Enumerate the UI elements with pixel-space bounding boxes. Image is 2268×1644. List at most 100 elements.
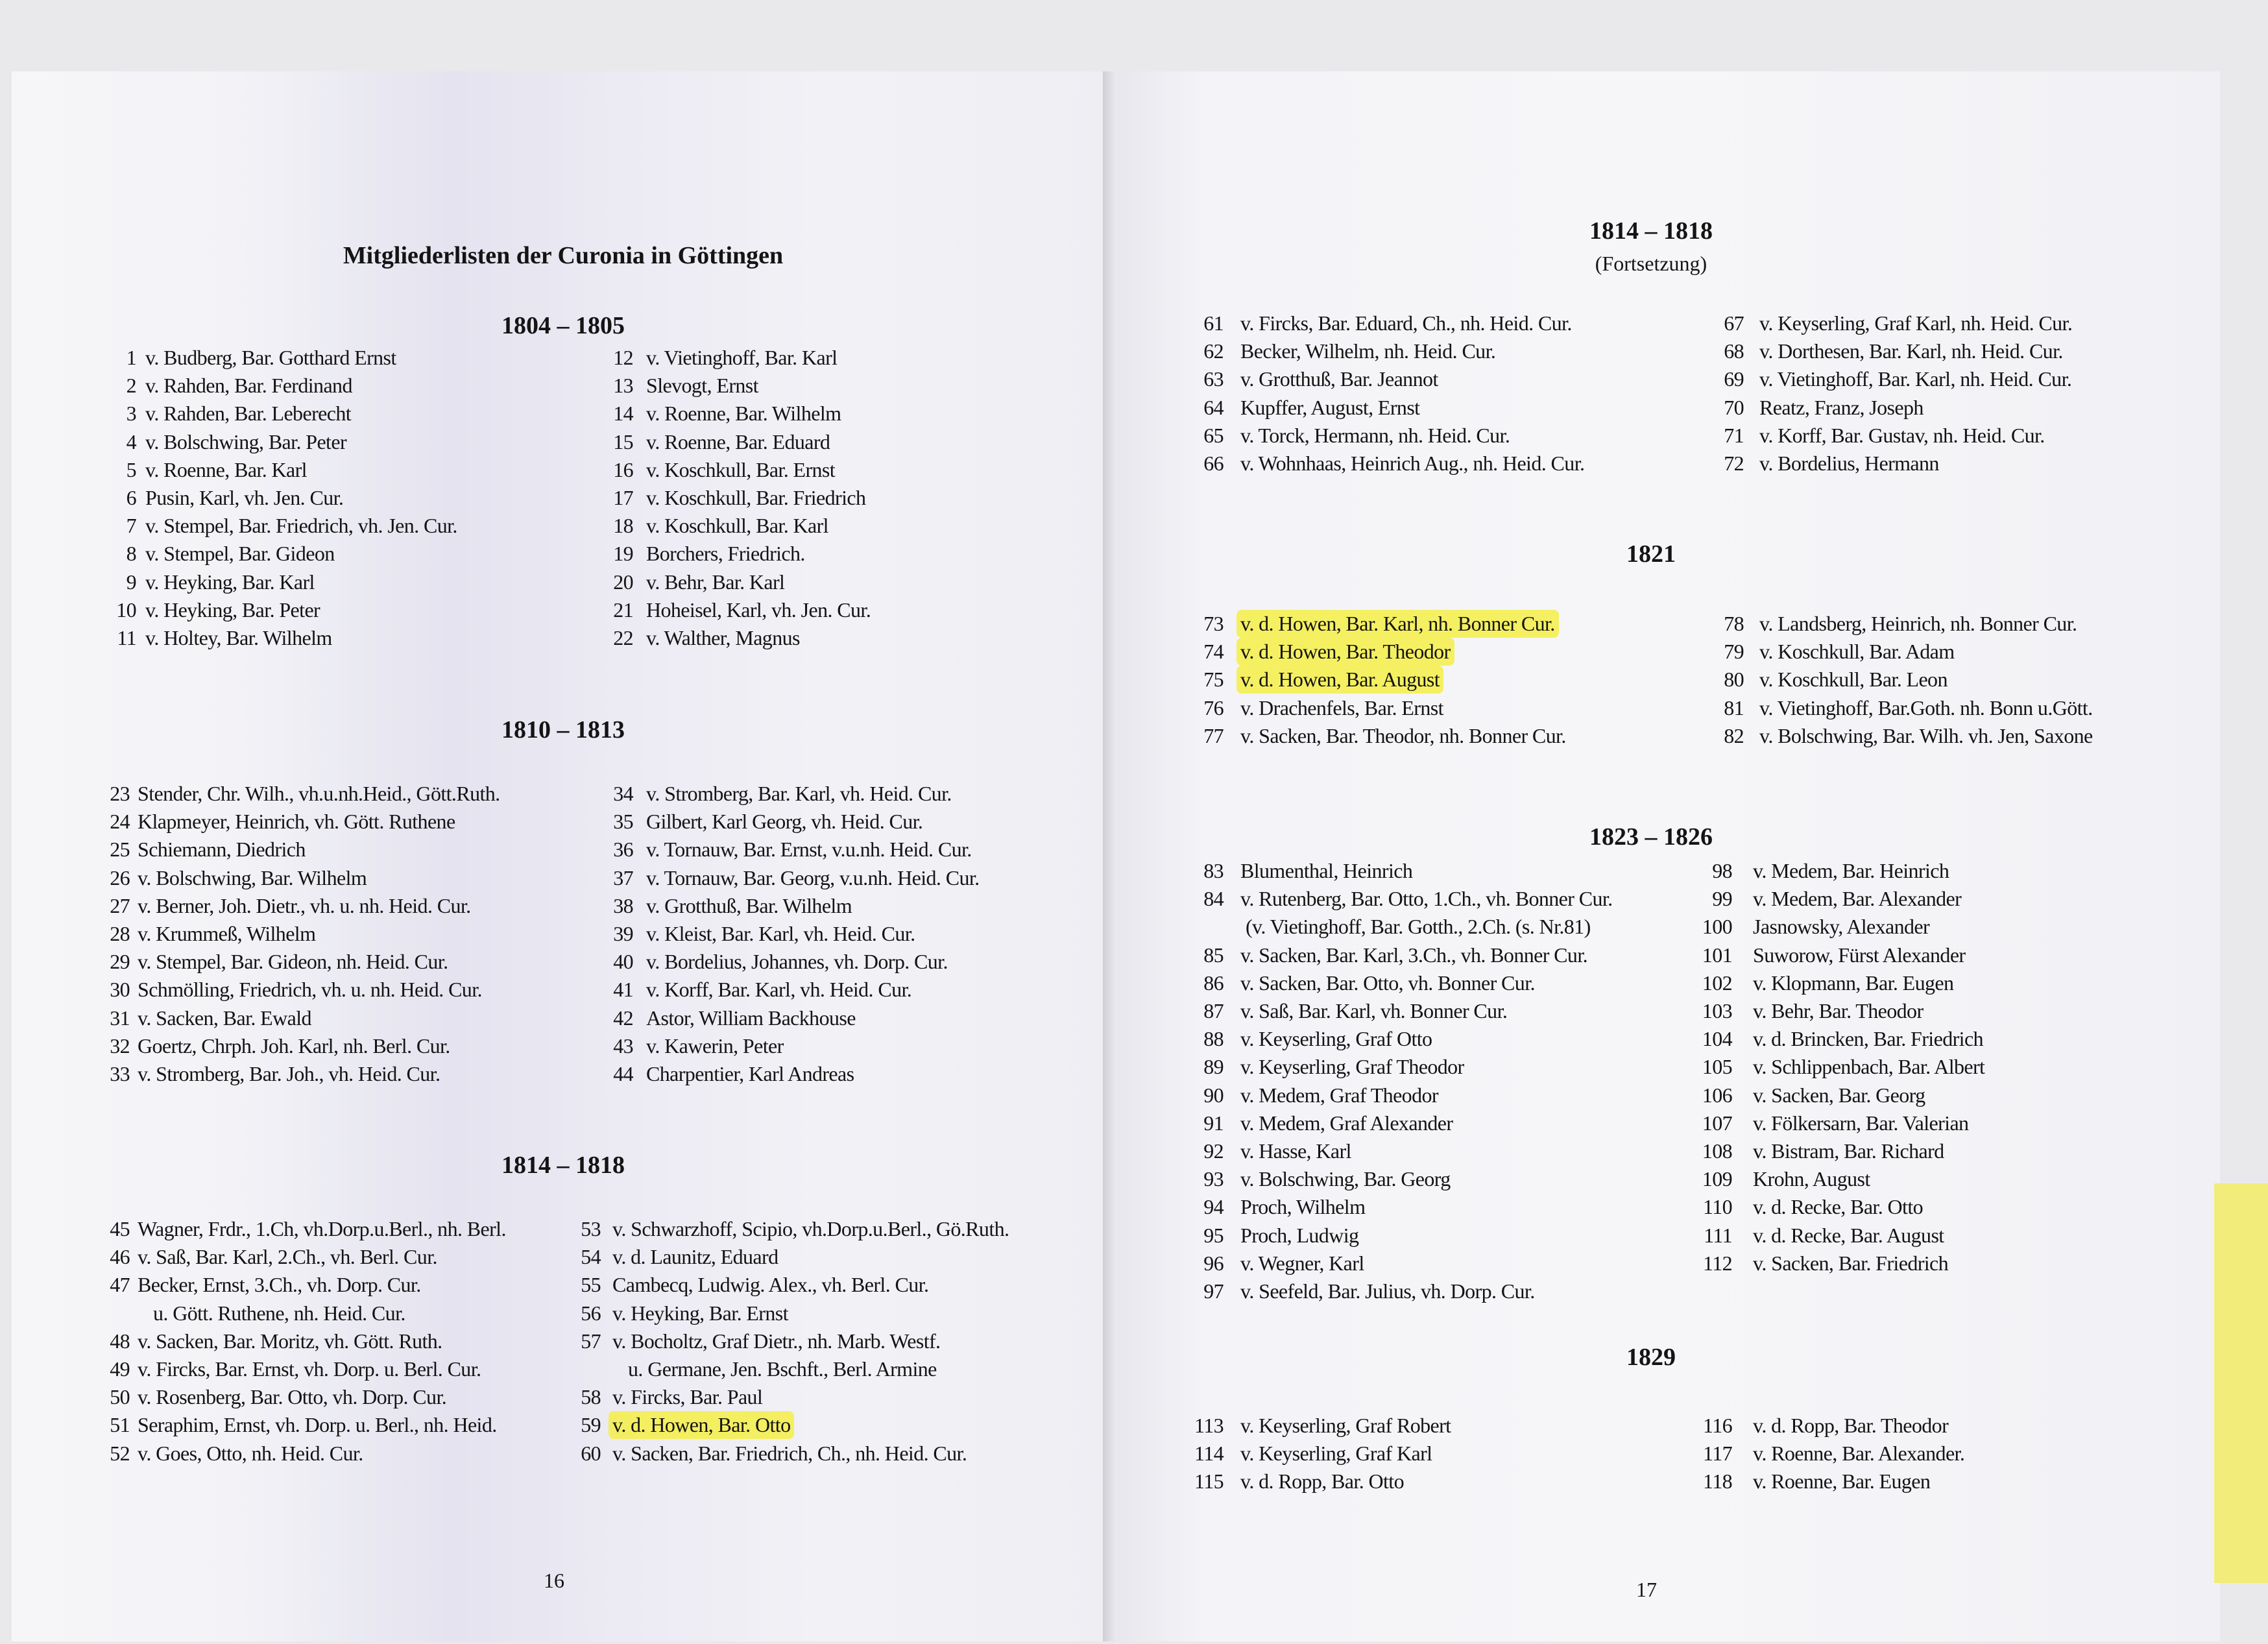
member-number: 21 — [613, 598, 633, 622]
member-name: Jasnowsky, Alexander — [1753, 915, 1930, 939]
member-name: Stender, Chr. Wilh., vh.u.nh.Heid., Gött… — [138, 782, 500, 805]
member-number: 88 — [1203, 1027, 1224, 1051]
member-name: v. Bolschwing, Bar. Wilhelm — [138, 865, 367, 889]
member-number: 38 — [613, 893, 633, 917]
member-name: v. Schlippenbach, Bar. Albert — [1753, 1055, 1985, 1079]
member-number: 49 — [110, 1357, 130, 1381]
member-number: 40 — [613, 950, 633, 974]
member-name: v. Bocholtz, Graf Dietr., nh. Marb. West… — [612, 1329, 941, 1353]
member-name: v. Roenne, Bar. Alexander. — [1753, 1442, 1965, 1466]
highlighted-member-name: v. d. Howen, Bar. Karl, nh. Bonner Cur. — [1237, 610, 1559, 638]
member-name: v. Behr, Bar. Karl — [646, 570, 785, 594]
member-number: 22 — [613, 626, 633, 649]
member-number: 83 — [1203, 859, 1224, 882]
member-name: v. d. Brincken, Bar. Friedrich — [1753, 1027, 1984, 1051]
member-name: v. Sacken, Bar. Ewald — [138, 1006, 312, 1030]
member-name: v. Budberg, Bar. Gotthard Ernst — [145, 346, 396, 369]
member-number: 87 — [1203, 999, 1224, 1022]
member-name: v. Roenne, Bar. Eugen — [1753, 1469, 1931, 1493]
member-name: v. d. Ropp, Bar. Otto — [1240, 1469, 1405, 1493]
member-name: v. Roenne, Bar. Wilhelm — [646, 402, 841, 426]
member-name: v. Drachenfels, Bar. Ernst — [1240, 695, 1443, 719]
member-number: 33 — [110, 1062, 130, 1085]
member-name: v. Fölkersarn, Bar. Valerian — [1753, 1111, 1969, 1135]
member-number: 111 — [1704, 1223, 1732, 1247]
member-number: 96 — [1203, 1251, 1224, 1275]
member-number: 86 — [1203, 971, 1224, 995]
member-number: 85 — [1203, 943, 1224, 967]
member-number: 82 — [1724, 723, 1744, 747]
member-name: v. Bordelius, Johannes, vh. Dorp. Cur. — [646, 950, 948, 974]
member-number: 50 — [110, 1385, 130, 1409]
member-name: Schmölling, Friedrich, vh. u. nh. Heid. … — [138, 978, 483, 1002]
member-name: v. d. Recke, Bar. Otto — [1753, 1195, 1924, 1219]
member-number: 41 — [613, 978, 633, 1002]
member-name: v. Rahden, Bar. Ferdinand — [145, 374, 352, 398]
section-heading: 1814 – 1818 — [1589, 217, 1713, 245]
member-name: Wagner, Frdr., 1.Ch, vh.Dorp.u.Berl., nh… — [138, 1217, 506, 1240]
member-name: v. Saß, Bar. Karl, vh. Bonner Cur. — [1240, 999, 1508, 1022]
member-number: 93 — [1203, 1167, 1224, 1191]
member-number: 112 — [1702, 1251, 1733, 1275]
member-name: v. Kleist, Bar. Karl, vh. Heid. Cur. — [646, 922, 915, 945]
member-name: v. Bolschwing, Bar. Wilh. vh. Jen, Saxon… — [1759, 723, 2093, 747]
member-number: 90 — [1203, 1083, 1224, 1107]
member-number: 98 — [1712, 859, 1732, 882]
member-name: v. Roenne, Bar. Eduard — [646, 429, 830, 453]
member-name: Klapmeyer, Heinrich, vh. Gött. Ruthene — [138, 810, 455, 834]
member-name: Borchers, Friedrich. — [646, 542, 805, 566]
member-name: v. Sacken, Bar. Karl, 3.Ch., vh. Bonner … — [1240, 943, 1588, 967]
member-name: v. Grotthuß, Bar. Wilhelm — [646, 893, 852, 917]
member-number: 48 — [110, 1329, 130, 1353]
member-name: v. d. Ropp, Bar. Theodor — [1753, 1414, 1949, 1437]
member-number: 1 — [126, 346, 137, 369]
member-name: v. Walther, Magnus — [646, 626, 800, 649]
section-heading: 1814 – 1818 — [501, 1152, 625, 1179]
member-number: 105 — [1702, 1055, 1733, 1079]
member-name: v. Landsberg, Heinrich, nh. Bonner Cur. — [1759, 612, 2077, 635]
member-number: 89 — [1203, 1055, 1224, 1079]
member-number: 23 — [110, 782, 130, 805]
highlighted-member-name: v. d. Howen, Bar. Otto — [609, 1411, 795, 1440]
member-number: 81 — [1724, 695, 1744, 719]
member-number: 10 — [116, 598, 136, 622]
member-name: v. Koschkull, Bar. Ernst — [646, 457, 836, 481]
member-name: v. Keyserling, Graf Robert — [1240, 1414, 1451, 1437]
member-name: v. Roenne, Bar. Karl — [145, 457, 308, 481]
member-number: 14 — [613, 402, 633, 426]
member-name: v. Fircks, Bar. Paul — [612, 1385, 763, 1409]
member-number: 113 — [1194, 1414, 1224, 1437]
member-name: v. Krummeß, Wilhelm — [138, 922, 316, 945]
member-number: 25 — [110, 838, 130, 862]
member-number: 26 — [110, 865, 130, 889]
member-number: 54 — [581, 1245, 601, 1269]
member-number: 115 — [1194, 1469, 1224, 1493]
member-number: 62 — [1203, 339, 1224, 363]
member-name: v. Keyserling, Graf Otto — [1240, 1027, 1432, 1051]
member-number: 52 — [110, 1441, 130, 1465]
member-name: Kupffer, August, Ernst — [1240, 395, 1420, 419]
member-name: Proch, Wilhelm — [1240, 1195, 1366, 1219]
member-name: v. Fircks, Bar. Ernst, vh. Dorp. u. Berl… — [138, 1357, 481, 1381]
member-number: 60 — [581, 1441, 601, 1465]
member-name: v. Schwarzhoff, Scipio, vh.Dorp.u.Berl.,… — [612, 1217, 1009, 1240]
book-gutter — [1103, 71, 1120, 1641]
right-page — [1117, 71, 2220, 1641]
member-number: 110 — [1702, 1195, 1733, 1219]
member-number: 39 — [613, 922, 633, 945]
member-name: v. Klopmann, Bar. Eugen — [1753, 971, 1954, 995]
member-number: 66 — [1203, 452, 1224, 475]
member-name: Hoheisel, Karl, vh. Jen. Cur. — [646, 598, 871, 622]
highlighted-member-name: v. d. Howen, Bar. August — [1237, 666, 1444, 694]
member-name: v. Kawerin, Peter — [646, 1034, 784, 1058]
member-number: 34 — [613, 782, 633, 805]
member-name: v. Wegner, Karl — [1240, 1251, 1364, 1275]
sticky-note — [2214, 1183, 2268, 1583]
member-number: 72 — [1724, 452, 1744, 475]
member-number: 6 — [126, 486, 137, 509]
section-heading: 1810 – 1813 — [501, 716, 625, 743]
member-number: 4 — [126, 429, 137, 453]
member-name: v. Holtey, Bar. Wilhelm — [145, 626, 332, 649]
member-name: v. Bordelius, Hermann — [1759, 452, 1939, 475]
member-number: 116 — [1702, 1414, 1733, 1437]
